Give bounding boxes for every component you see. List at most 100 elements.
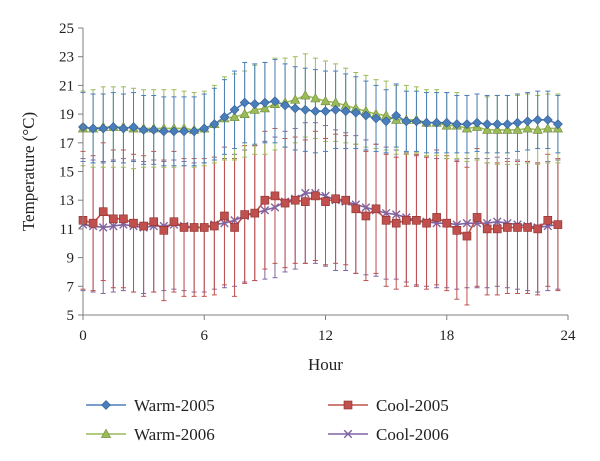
- data-point: [259, 97, 270, 108]
- data-point: [361, 203, 371, 212]
- x-tick-label: 18: [439, 328, 454, 344]
- error-bars-cool-2005: [80, 127, 561, 306]
- data-point: [199, 123, 210, 134]
- y-tick-label: 5: [67, 308, 75, 324]
- data-point: [98, 223, 108, 232]
- y-tick-label: 23: [59, 50, 74, 66]
- data-point: [199, 223, 209, 232]
- data-point: [371, 113, 381, 124]
- y-tick-label: 13: [59, 193, 74, 209]
- data-point: [259, 102, 270, 113]
- data-point: [482, 224, 492, 234]
- legend-label: Warm-2005: [134, 396, 215, 415]
- data-point: [532, 114, 543, 125]
- data-point: [280, 198, 290, 208]
- markers-cool-2005: [78, 191, 563, 241]
- y-axis-title: Temperature (°C): [19, 112, 38, 231]
- data-point: [129, 218, 138, 228]
- x-axis-title: Hour: [308, 355, 343, 374]
- axes-layer: 5 7 9 11 13 15 17 19 21 23 25 0 6 12 18 24: [59, 21, 576, 344]
- legend-item-warm-2005: Warm-2005: [86, 396, 215, 415]
- data-point: [310, 106, 321, 117]
- data-point: [290, 94, 301, 104]
- data-point: [542, 123, 553, 133]
- data-point: [98, 123, 109, 134]
- data-point: [270, 96, 280, 107]
- data-point: [189, 126, 200, 137]
- data-point: [108, 122, 119, 132]
- data-point: [311, 191, 320, 201]
- y-tick-label: 7: [67, 279, 75, 295]
- legend-item-cool-2005: Cool-2005: [328, 396, 449, 415]
- data-point: [290, 103, 301, 114]
- data-point: [229, 111, 240, 121]
- data-point: [371, 204, 381, 214]
- series-line-cool-2006: [82, 192, 559, 229]
- data-point: [533, 224, 542, 234]
- data-point: [149, 217, 159, 227]
- data-point: [482, 119, 493, 130]
- data-point: [179, 223, 189, 232]
- data-point: [522, 123, 533, 133]
- data-point: [351, 204, 361, 214]
- data-point: [462, 231, 472, 241]
- data-point: [431, 117, 442, 128]
- data-point: [532, 124, 543, 134]
- data-point: [270, 191, 280, 201]
- markers-warm-2005: [78, 96, 563, 137]
- data-point: [391, 210, 401, 219]
- data-point: [502, 124, 513, 134]
- data-point: [553, 220, 563, 229]
- data-point: [492, 217, 502, 227]
- data-point: [280, 100, 291, 111]
- data-point: [119, 214, 128, 224]
- error-bars-warm-2005: [80, 59, 561, 167]
- data-point: [361, 211, 371, 221]
- data-point: [381, 116, 392, 127]
- error-bars-layer: [80, 53, 561, 306]
- data-point: [109, 214, 118, 224]
- data-point: [482, 124, 493, 134]
- data-point: [402, 215, 411, 225]
- data-point: [401, 116, 412, 127]
- data-point: [179, 126, 189, 137]
- data-point: [98, 207, 108, 216]
- data-point: [381, 208, 391, 218]
- data-point: [169, 126, 179, 137]
- y-tick-label: 15: [59, 165, 74, 181]
- data-point: [138, 124, 149, 135]
- y-tick-label: 17: [59, 136, 75, 152]
- data-point: [432, 213, 441, 222]
- y-tick-label: 21: [59, 78, 74, 94]
- data-point: [412, 215, 421, 225]
- data-point: [492, 224, 502, 234]
- data-point: [552, 119, 563, 130]
- data-point: [229, 104, 240, 115]
- data-point: [189, 223, 199, 232]
- data-point: [128, 122, 139, 132]
- data-point: [239, 108, 250, 118]
- data-point: [219, 112, 230, 122]
- legend-label: Warm-2006: [134, 425, 215, 444]
- data-point: [220, 211, 229, 221]
- data-point: [169, 217, 179, 227]
- data-point: [210, 221, 219, 231]
- data-point: [300, 90, 311, 100]
- data-point: [360, 110, 371, 121]
- data-point: [512, 124, 523, 134]
- data-point: [441, 117, 452, 128]
- y-tick-label: 11: [60, 222, 74, 238]
- data-point: [542, 114, 553, 125]
- legend-swatch-marker: [100, 428, 112, 438]
- data-point: [260, 205, 270, 215]
- data-point: [421, 117, 432, 128]
- data-point: [148, 124, 159, 135]
- data-point: [502, 119, 513, 130]
- data-point: [300, 197, 310, 206]
- data-point: [118, 123, 129, 134]
- data-point: [88, 218, 98, 228]
- data-point: [331, 194, 340, 204]
- data-point: [290, 195, 300, 205]
- x-tick-label: 24: [561, 328, 577, 344]
